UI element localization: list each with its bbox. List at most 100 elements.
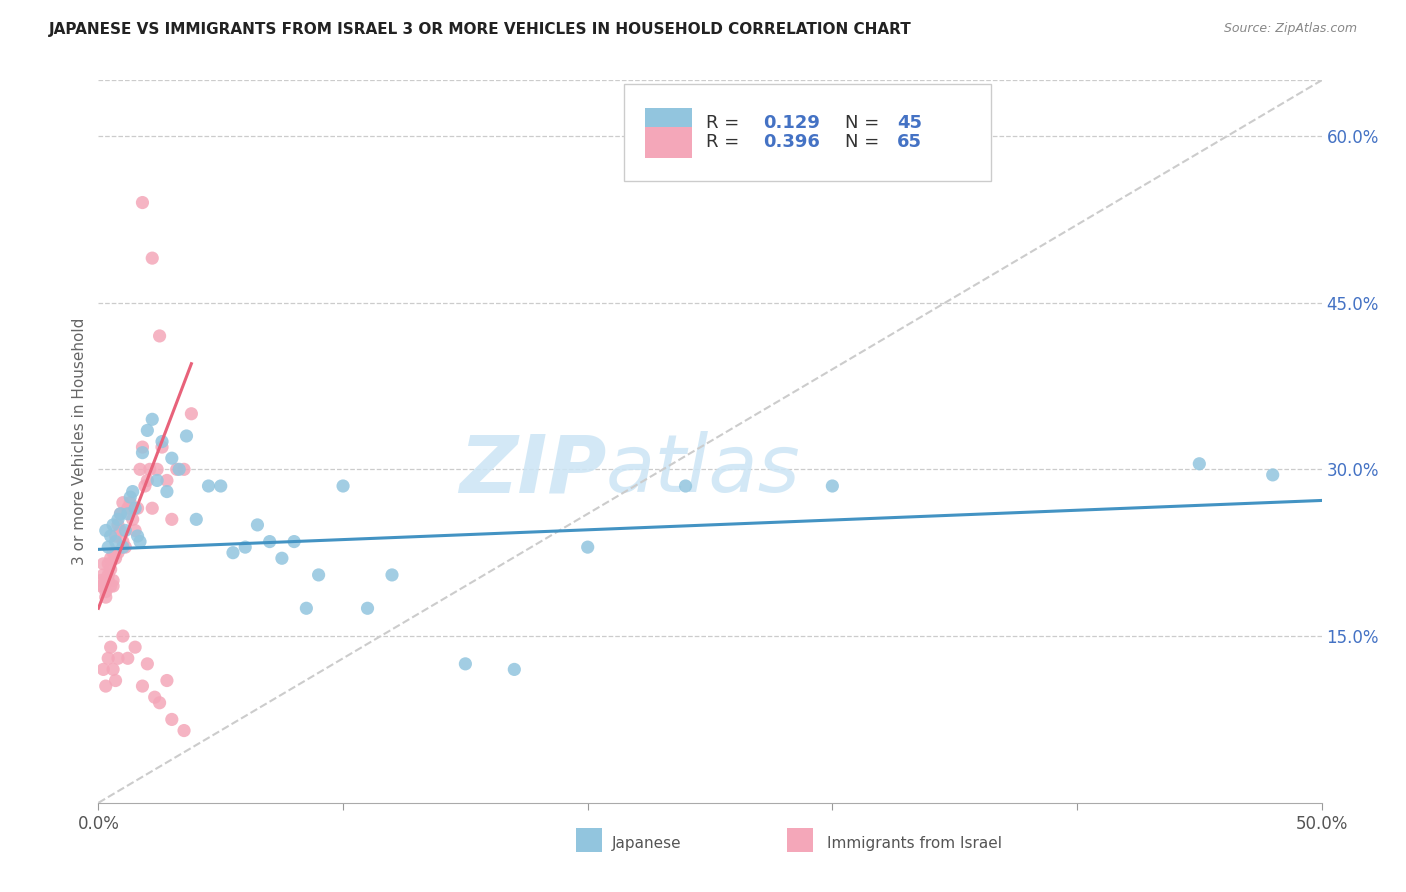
Point bbox=[100, 529, 122, 543]
Point bbox=[97, 557, 120, 571]
Point bbox=[127, 529, 149, 543]
Point bbox=[97, 540, 120, 554]
Text: JAPANESE VS IMMIGRANTS FROM ISRAEL 3 OR MORE VEHICLES IN HOUSEHOLD CORRELATION C: JAPANESE VS IMMIGRANTS FROM ISRAEL 3 OR … bbox=[49, 22, 912, 37]
Point bbox=[131, 445, 153, 459]
Point bbox=[167, 462, 190, 476]
Point bbox=[107, 517, 129, 532]
Point bbox=[121, 512, 143, 526]
Point bbox=[101, 579, 124, 593]
Point bbox=[180, 407, 202, 421]
Point bbox=[197, 479, 219, 493]
Point bbox=[94, 584, 117, 599]
Point bbox=[100, 579, 122, 593]
Point bbox=[100, 562, 122, 576]
Point bbox=[97, 568, 120, 582]
Point bbox=[134, 479, 156, 493]
Text: Japanese: Japanese bbox=[612, 837, 682, 851]
Point bbox=[129, 534, 152, 549]
Text: Immigrants from Israel: Immigrants from Israel bbox=[827, 837, 1001, 851]
Text: atlas: atlas bbox=[606, 432, 801, 509]
Point bbox=[356, 601, 378, 615]
Point bbox=[222, 546, 245, 560]
Point bbox=[150, 434, 173, 449]
Point bbox=[91, 579, 114, 593]
Point bbox=[114, 524, 136, 538]
Point bbox=[259, 534, 281, 549]
Point bbox=[131, 679, 153, 693]
Point bbox=[308, 568, 330, 582]
Point bbox=[94, 590, 117, 604]
Point bbox=[117, 501, 139, 516]
Point bbox=[209, 479, 232, 493]
Point bbox=[139, 462, 162, 476]
Point bbox=[110, 524, 132, 538]
Point bbox=[101, 662, 124, 676]
Point bbox=[131, 195, 153, 210]
Point bbox=[104, 546, 127, 560]
Point bbox=[111, 629, 134, 643]
Point bbox=[104, 673, 127, 688]
Point bbox=[576, 540, 599, 554]
Point bbox=[121, 484, 143, 499]
Text: R =: R = bbox=[706, 134, 745, 152]
Point bbox=[117, 651, 139, 665]
Point bbox=[111, 540, 134, 554]
Point bbox=[1261, 467, 1284, 482]
Point bbox=[166, 462, 188, 476]
Point bbox=[160, 713, 183, 727]
Point bbox=[141, 501, 163, 516]
Point bbox=[156, 474, 179, 488]
Point bbox=[129, 462, 152, 476]
Point bbox=[149, 329, 172, 343]
Text: ZIP: ZIP bbox=[458, 432, 606, 509]
Point bbox=[270, 551, 294, 566]
Point bbox=[107, 546, 129, 560]
Point bbox=[233, 540, 256, 554]
Point bbox=[136, 657, 159, 671]
Point bbox=[107, 512, 129, 526]
Point bbox=[156, 673, 179, 688]
Text: Source: ZipAtlas.com: Source: ZipAtlas.com bbox=[1223, 22, 1357, 36]
Point bbox=[100, 640, 122, 655]
Point bbox=[156, 484, 179, 499]
Point bbox=[131, 440, 153, 454]
Point bbox=[111, 496, 134, 510]
Text: 45: 45 bbox=[897, 114, 922, 132]
Point bbox=[141, 251, 163, 265]
Point bbox=[283, 534, 305, 549]
Point bbox=[675, 479, 697, 493]
Point bbox=[117, 507, 139, 521]
Point bbox=[104, 551, 127, 566]
Point bbox=[146, 462, 169, 476]
Point bbox=[91, 557, 114, 571]
Point bbox=[104, 534, 127, 549]
Point bbox=[149, 696, 172, 710]
Point bbox=[381, 568, 404, 582]
Point bbox=[114, 540, 136, 554]
Point bbox=[90, 574, 112, 588]
FancyBboxPatch shape bbox=[624, 84, 991, 181]
Text: 65: 65 bbox=[897, 134, 922, 152]
Point bbox=[124, 524, 146, 538]
Point bbox=[94, 524, 117, 538]
Point bbox=[101, 517, 124, 532]
Point bbox=[136, 474, 159, 488]
Point bbox=[104, 529, 127, 543]
Point bbox=[150, 440, 173, 454]
Point bbox=[246, 517, 269, 532]
Point bbox=[111, 534, 134, 549]
Point bbox=[176, 429, 198, 443]
Point bbox=[94, 679, 117, 693]
Point bbox=[110, 507, 132, 521]
Point bbox=[97, 574, 120, 588]
Point bbox=[146, 474, 169, 488]
Point bbox=[90, 579, 112, 593]
Point bbox=[91, 662, 114, 676]
Point bbox=[124, 501, 146, 516]
Point bbox=[136, 424, 159, 438]
Point bbox=[127, 501, 149, 516]
Text: 0.129: 0.129 bbox=[762, 114, 820, 132]
Point bbox=[120, 496, 142, 510]
Point bbox=[332, 479, 354, 493]
Bar bbox=[645, 128, 692, 158]
